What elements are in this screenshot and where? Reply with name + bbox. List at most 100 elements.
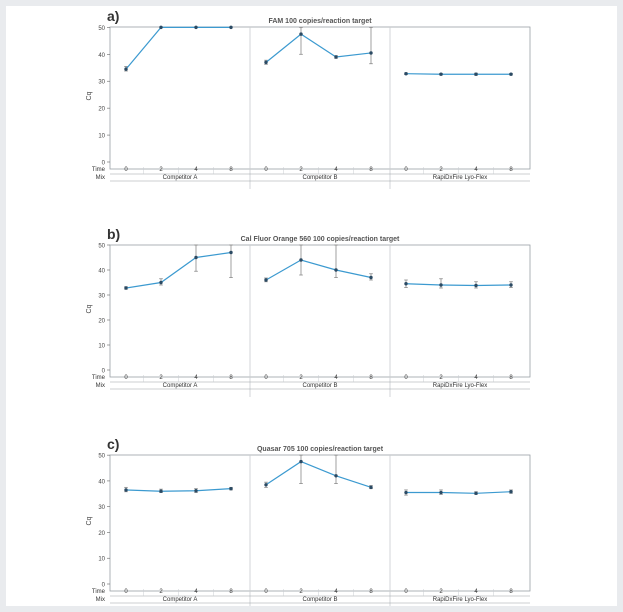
time-tick-label: 8 xyxy=(509,167,513,173)
series-line xyxy=(405,73,511,75)
y-tick-label: 20 xyxy=(98,531,105,537)
time-tick-label: 4 xyxy=(334,167,338,173)
time-tick-label: 0 xyxy=(124,375,128,381)
time-tick-label: 4 xyxy=(474,375,478,381)
mix-label: RapiDxFire Lyo-Flex xyxy=(433,383,487,389)
data-point xyxy=(194,489,198,493)
data-point xyxy=(299,32,303,36)
time-tick-label: 2 xyxy=(159,375,163,381)
time-tick-label: 2 xyxy=(159,167,163,173)
data-point xyxy=(264,278,268,282)
time-tick-label: 2 xyxy=(299,589,303,595)
time-tick-label: 0 xyxy=(124,589,128,595)
y-axis-label: Cq xyxy=(86,91,93,100)
data-point xyxy=(264,60,268,65)
time-tick-label: 4 xyxy=(194,589,198,595)
y-tick-label: 50 xyxy=(98,244,105,250)
data-point xyxy=(124,286,128,290)
mix-label: Competitor A xyxy=(163,175,198,181)
mix-row-label: Mix xyxy=(96,175,105,181)
data-point xyxy=(334,55,338,59)
y-tick-label: 0 xyxy=(102,583,106,589)
y-tick-label: 10 xyxy=(98,557,105,563)
y-tick-label: 40 xyxy=(98,479,105,485)
y-tick-label: 10 xyxy=(98,344,105,350)
series-line xyxy=(125,251,232,289)
time-tick-label: 2 xyxy=(439,167,443,173)
time-tick-label: 0 xyxy=(404,167,408,173)
series-line xyxy=(265,259,372,281)
time-tick-label: 4 xyxy=(334,375,338,381)
data-point xyxy=(229,486,233,491)
mix-label: RapiDxFire Lyo-Flex xyxy=(433,175,487,181)
data-point xyxy=(439,72,443,76)
time-tick-label: 4 xyxy=(334,589,338,595)
data-point xyxy=(404,282,408,286)
y-tick-label: 40 xyxy=(98,53,105,59)
time-tick-label: 8 xyxy=(369,375,373,381)
data-point xyxy=(159,280,163,285)
mix-row-label: Mix xyxy=(96,597,105,603)
time-row-label: Time xyxy=(92,589,106,595)
panel-label: b) xyxy=(107,226,120,242)
series-line xyxy=(265,460,372,488)
time-tick-label: 0 xyxy=(404,589,408,595)
y-tick-label: 20 xyxy=(98,107,105,113)
y-tick-label: 50 xyxy=(98,26,105,32)
y-tick-label: 10 xyxy=(98,134,105,140)
data-point xyxy=(159,25,163,30)
series-line xyxy=(406,491,512,494)
data-point xyxy=(194,255,198,260)
time-tick-label: 8 xyxy=(229,589,233,595)
data-point xyxy=(369,51,373,55)
plot-area xyxy=(109,244,531,378)
time-tick-label: 2 xyxy=(439,589,443,595)
data-point xyxy=(474,72,478,76)
data-point xyxy=(159,489,163,493)
time-tick-label: 8 xyxy=(229,167,233,173)
figure-svg: a) FAM 100 copies/reaction targetCq010203… xyxy=(86,8,531,611)
data-point xyxy=(334,474,338,478)
data-point xyxy=(299,459,303,464)
mix-row-label: Mix xyxy=(96,383,105,389)
time-tick-label: 0 xyxy=(264,589,268,595)
y-tick-label: 0 xyxy=(102,161,106,167)
y-tick-label: 30 xyxy=(98,505,105,511)
time-tick-label: 4 xyxy=(194,375,198,381)
y-axis-label: Cq xyxy=(86,304,93,313)
chart-title: Quasar 705 100 copies/reaction target xyxy=(257,446,384,453)
plot-area xyxy=(109,26,531,170)
data-point xyxy=(369,485,373,490)
mix-label: Competitor A xyxy=(163,383,198,389)
time-tick-label: 4 xyxy=(194,167,198,173)
plot-area xyxy=(109,454,531,592)
y-tick-label: 20 xyxy=(98,319,105,325)
series-line xyxy=(265,33,372,63)
time-tick-label: 2 xyxy=(299,167,303,173)
data-point xyxy=(194,25,198,30)
time-tick-label: 8 xyxy=(509,375,513,381)
figure-frame: a) FAM 100 copies/reaction target Cq 0 10 20 3… xyxy=(6,6,617,611)
time-tick-label: 0 xyxy=(404,375,408,381)
panel-label: a) xyxy=(107,8,119,24)
time-tick-label: 2 xyxy=(299,375,303,381)
time-tick-label: 0 xyxy=(264,375,268,381)
time-tick-label: 4 xyxy=(474,167,478,173)
mix-label: Competitor B xyxy=(302,175,337,181)
series-line xyxy=(125,26,231,70)
y-tick-label: 40 xyxy=(98,269,105,275)
mix-label: Competitor A xyxy=(163,597,198,603)
data-point xyxy=(509,490,513,494)
mix-label: RapiDxFire Lyo-Flex xyxy=(433,597,487,603)
data-point xyxy=(369,275,373,280)
data-point xyxy=(229,25,233,30)
time-tick-label: 0 xyxy=(124,167,128,173)
time-tick-label: 8 xyxy=(229,375,233,381)
data-point xyxy=(439,283,443,287)
data-point xyxy=(124,488,128,492)
data-point xyxy=(439,490,443,495)
time-tick-label: 8 xyxy=(369,167,373,173)
data-point xyxy=(509,72,513,76)
y-tick-label: 50 xyxy=(98,454,105,460)
time-row-label: Time xyxy=(92,167,106,173)
